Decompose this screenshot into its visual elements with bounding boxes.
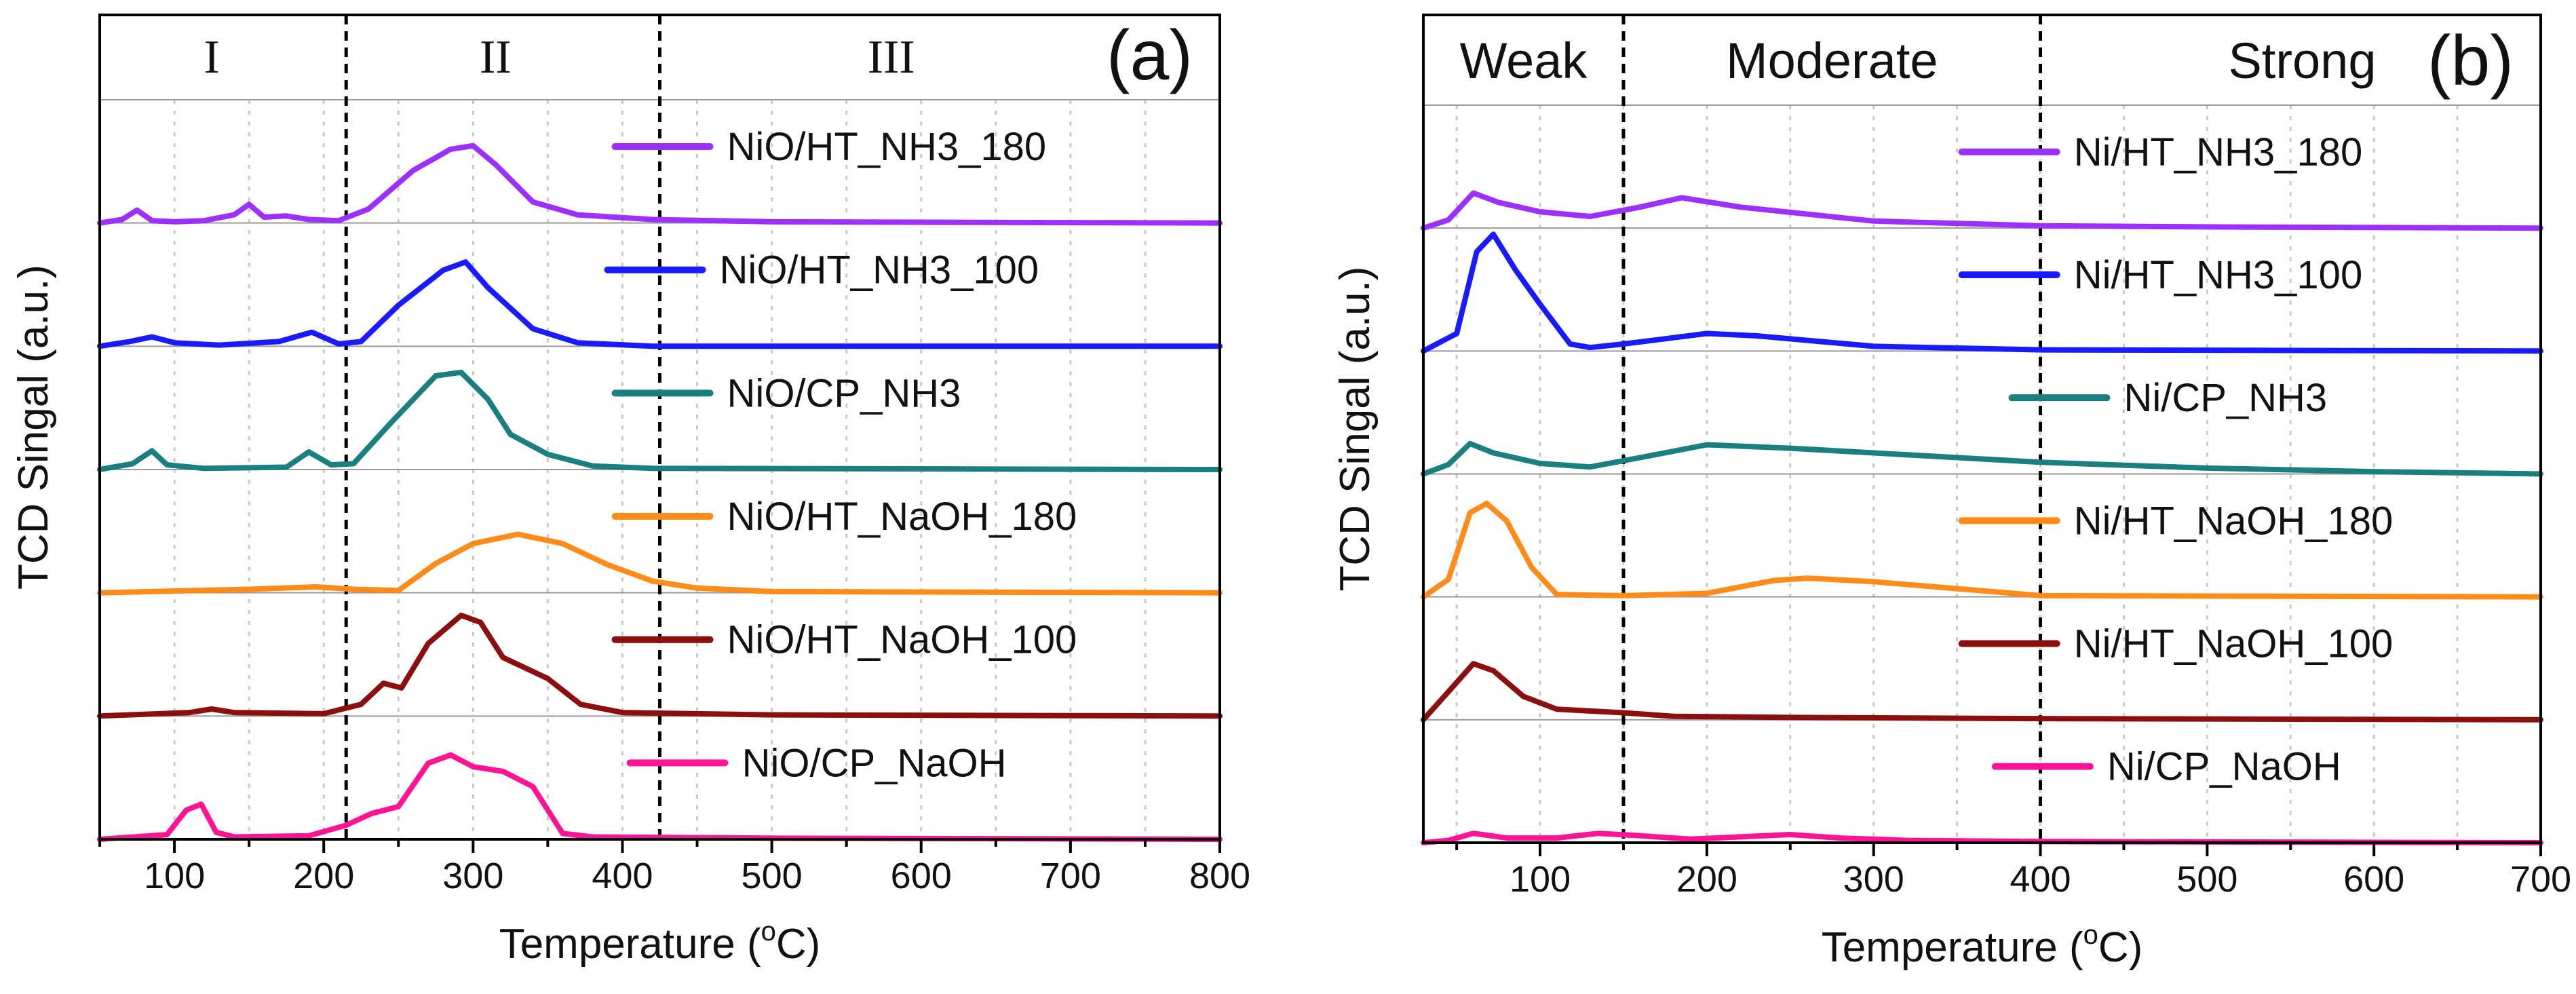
- x-tick-label: 700: [1040, 856, 1101, 896]
- series-line-0: [97, 142, 1223, 226]
- series-line-5: [97, 752, 1223, 842]
- x-axis-label: Temperature (oC): [1822, 920, 2143, 971]
- x-tick-label: 200: [1676, 859, 1737, 900]
- region-label: Strong: [2228, 33, 2376, 89]
- chart-panel-b: Weak Moderate Strong (b) Ni/HT_NH3_180 Ni/HT_…: [1332, 14, 2571, 971]
- region-label: Moderate: [1726, 33, 1938, 89]
- x-tick-label: 200: [293, 856, 354, 896]
- x-axis-label-degree: o: [761, 917, 776, 947]
- region-label: Weak: [1460, 33, 1588, 89]
- x-tick-label: 500: [742, 856, 803, 896]
- region-label: II: [480, 31, 512, 83]
- legend-label: NiO/CP_NaOH: [742, 741, 1007, 785]
- x-axis-label-unit: C): [2098, 924, 2142, 971]
- legend-label: NiO/HT_NH3_100: [720, 248, 1039, 292]
- series-line-2: [1421, 440, 2543, 477]
- chart-panel-a: I II III (a)NiO/HT_NH3_180NiO/HT_NH3_100NiO…: [10, 14, 1250, 968]
- panel-label: (b): [2427, 22, 2514, 100]
- y-axis-label: TCD Singal (a.u.): [1332, 267, 1379, 592]
- legend-label: NiO/CP_NH3: [727, 371, 961, 415]
- region-label: I: [204, 31, 219, 83]
- series-line-4: [1421, 661, 2543, 723]
- x-tick-label: 300: [1843, 859, 1904, 900]
- legend-label: NiO/HT_NaOH_180: [727, 495, 1077, 539]
- x-tick-label: 800: [1189, 856, 1250, 896]
- x-axis-label: Temperature (oC): [499, 917, 821, 968]
- legend-label: Ni/HT_NH3_180: [2074, 130, 2363, 174]
- series-line-2: [97, 369, 1223, 472]
- legend-label: Ni/CP_NaOH: [2107, 745, 2341, 789]
- legend-label: NiO/HT_NaOH_100: [727, 618, 1077, 662]
- legend-label: Ni/HT_NH3_100: [2074, 253, 2363, 297]
- series-line-4: [97, 612, 1223, 719]
- x-axis: 100 200 300 400 500 600 700: [1455, 843, 2571, 900]
- series-line-3: [1421, 501, 2543, 600]
- x-tick-label: 300: [442, 856, 503, 896]
- legend-label: Ni/HT_NaOH_100: [2074, 622, 2394, 666]
- series-line-5: [1421, 830, 2543, 845]
- x-axis-label-main: Temperature (: [1822, 924, 2083, 971]
- panel-label: (a): [1107, 16, 1193, 95]
- x-tick-label: 400: [592, 856, 653, 896]
- x-tick-label: 100: [144, 856, 205, 896]
- legend-label: Ni/HT_NaOH_180: [2074, 499, 2394, 543]
- x-axis-label-main: Temperature (: [499, 921, 761, 968]
- series-line-1: [97, 259, 1223, 349]
- series-line-1: [1421, 231, 2543, 354]
- plot-frame: [1422, 14, 2542, 844]
- x-axis: 100 200 300 400 500 600 700 800: [98, 839, 1250, 896]
- series-line-0: [1421, 190, 2543, 231]
- x-tick-label: 400: [2010, 859, 2071, 900]
- region-label: III: [868, 31, 915, 83]
- x-tick-label: 500: [2176, 859, 2237, 900]
- legend-label: Ni/CP_NH3: [2123, 376, 2327, 420]
- x-axis-label-unit: C): [776, 921, 820, 968]
- series-line-3: [97, 531, 1223, 596]
- x-tick-label: 100: [1510, 859, 1571, 900]
- legend-label: NiO/HT_NH3_180: [727, 125, 1047, 169]
- plot-frame: [98, 14, 1221, 841]
- x-tick-label: 700: [2510, 859, 2571, 900]
- x-tick-label: 600: [891, 856, 952, 896]
- x-axis-label-degree: o: [2083, 920, 2098, 950]
- x-tick-label: 600: [2343, 859, 2404, 900]
- y-axis-label: TCD Singal (a.u.): [10, 265, 57, 590]
